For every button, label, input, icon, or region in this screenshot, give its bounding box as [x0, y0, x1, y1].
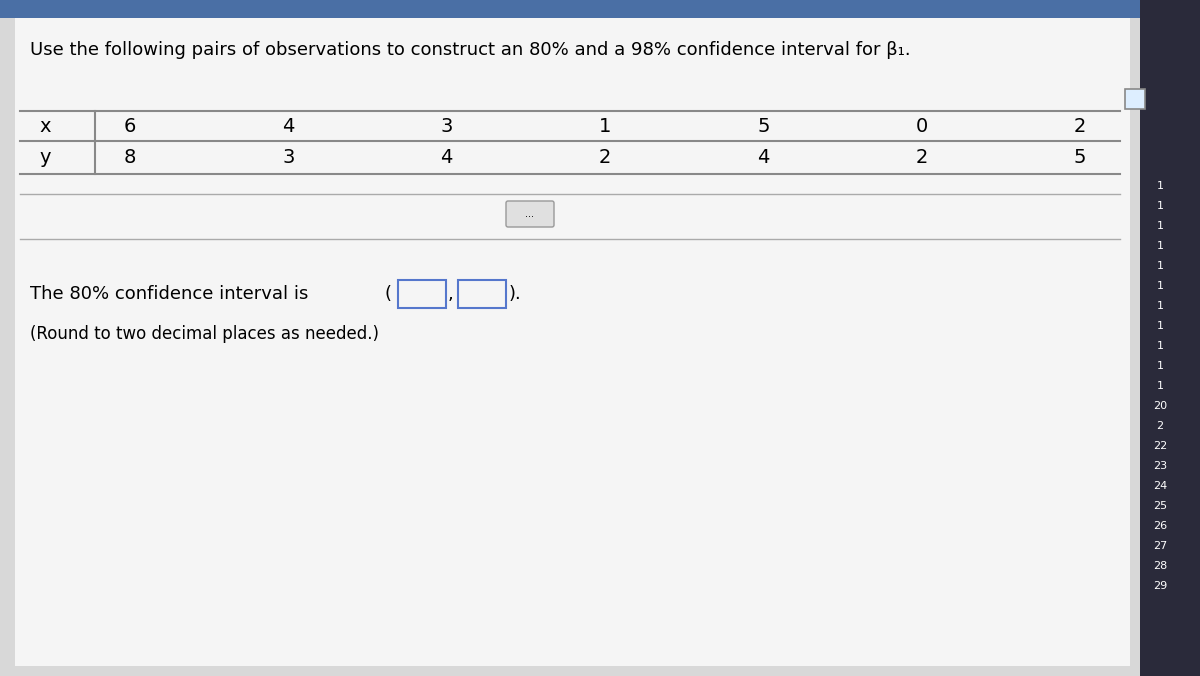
Text: 4: 4: [440, 148, 452, 167]
Text: 1: 1: [1157, 361, 1164, 371]
Text: 4: 4: [757, 148, 769, 167]
Text: 0: 0: [916, 116, 928, 135]
Text: (: (: [385, 285, 392, 303]
Text: 24: 24: [1153, 481, 1168, 491]
Text: 22: 22: [1153, 441, 1168, 451]
Text: 23: 23: [1153, 461, 1168, 471]
Text: ...: ...: [526, 209, 534, 219]
Text: 1: 1: [1157, 381, 1164, 391]
Text: The 80% confidence interval is: The 80% confidence interval is: [30, 285, 308, 303]
Text: 1: 1: [1157, 201, 1164, 211]
Text: 29: 29: [1153, 581, 1168, 591]
Text: 2: 2: [1157, 421, 1164, 431]
Text: 1: 1: [599, 116, 611, 135]
Bar: [0, 0, 1140, 18]
Text: 6: 6: [124, 116, 136, 135]
FancyBboxPatch shape: [506, 201, 554, 227]
Bar: [458, 280, 506, 308]
Text: 3: 3: [282, 148, 294, 167]
Text: 5: 5: [757, 116, 769, 135]
Text: 28: 28: [1153, 561, 1168, 571]
Text: 26: 26: [1153, 521, 1168, 531]
Text: 3: 3: [440, 116, 452, 135]
Text: 1: 1: [1157, 181, 1164, 191]
Text: 25: 25: [1153, 501, 1168, 511]
Text: 2: 2: [599, 148, 611, 167]
Text: 20: 20: [1153, 401, 1168, 411]
Text: (Round to two decimal places as needed.): (Round to two decimal places as needed.): [30, 325, 379, 343]
Text: 1: 1: [1157, 221, 1164, 231]
Text: x: x: [40, 116, 50, 135]
Text: 1: 1: [1157, 261, 1164, 271]
Text: 27: 27: [1153, 541, 1168, 551]
Text: y: y: [40, 148, 50, 167]
Text: 1: 1: [1157, 321, 1164, 331]
Bar: [1126, 89, 1145, 109]
Text: 2: 2: [1074, 116, 1086, 135]
Text: 1: 1: [1157, 301, 1164, 311]
Text: 2: 2: [916, 148, 928, 167]
Text: 1: 1: [1157, 241, 1164, 251]
Text: 8: 8: [124, 148, 136, 167]
Text: ).: ).: [509, 285, 522, 303]
Text: 5: 5: [1074, 148, 1086, 167]
Text: Use the following pairs of observations to construct an 80% and a 98% confidence: Use the following pairs of observations …: [30, 41, 911, 59]
Text: 4: 4: [282, 116, 294, 135]
Text: ,: ,: [448, 285, 454, 303]
Text: 1: 1: [1157, 281, 1164, 291]
Bar: [1140, 0, 1200, 676]
Bar: [398, 280, 446, 308]
Text: 1: 1: [1157, 341, 1164, 351]
